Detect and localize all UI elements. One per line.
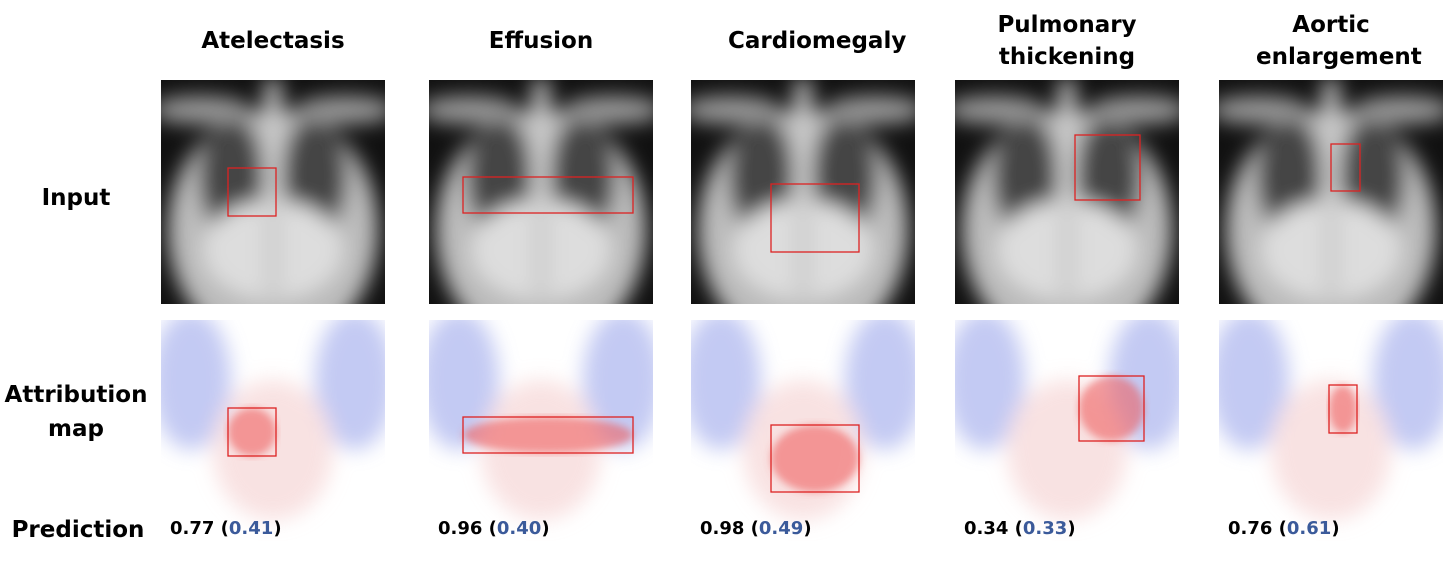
prediction: 0.34 (0.33): [964, 518, 1076, 539]
column-title: Effusion: [429, 6, 653, 76]
column-title: Aortic enlargement: [1219, 6, 1443, 76]
prediction-reference: 0.61: [1286, 518, 1332, 539]
row-label: Attribution map: [4, 382, 148, 442]
prediction: 0.77 (0.41): [170, 518, 282, 539]
prediction: 0.98 (0.49): [700, 518, 812, 539]
xray-image: [1219, 80, 1443, 304]
column-title: Pulmonary thickening: [955, 6, 1179, 76]
bounding-box: [227, 167, 277, 217]
attribution-map: [1219, 320, 1443, 545]
bounding-box: [1078, 375, 1145, 442]
bounding-box: [462, 176, 634, 214]
attribution-map: [955, 320, 1179, 545]
xray-image: [955, 80, 1179, 304]
prediction-reference: 0.33: [1022, 518, 1068, 539]
prediction-close: ): [1331, 518, 1340, 539]
prediction-close: ): [803, 518, 812, 539]
column-title-text: Atelectasis: [201, 28, 345, 54]
bounding-box: [462, 416, 634, 454]
column-title-text: Pulmonary thickening: [997, 12, 1137, 70]
column-title-text: Cardiomegaly: [728, 28, 907, 54]
prediction-close: ): [273, 518, 282, 539]
attribution-map: [691, 320, 915, 545]
row-label: Prediction: [11, 517, 145, 543]
prediction-close: ): [1067, 518, 1076, 539]
bounding-box: [770, 183, 860, 253]
column-title: Atelectasis: [161, 6, 385, 76]
bounding-box: [1328, 384, 1358, 434]
column-title-text: Effusion: [488, 28, 594, 54]
prediction: 0.96 (0.40): [438, 518, 550, 539]
prediction-score: 0.96 (: [438, 518, 497, 539]
bounding-box: [1074, 134, 1141, 201]
attribution-map: [429, 320, 653, 545]
prediction-reference: 0.40: [496, 518, 542, 539]
column-title-text: Aortic enlargement: [1256, 12, 1422, 70]
prediction-score: 0.34 (: [964, 518, 1023, 539]
prediction-close: ): [541, 518, 550, 539]
row-label: Input: [41, 185, 111, 211]
xray-image: [429, 80, 653, 304]
bounding-box: [227, 407, 277, 457]
prediction: 0.76 (0.61): [1228, 518, 1340, 539]
prediction-score: 0.77 (: [170, 518, 229, 539]
attribution-map: [161, 320, 385, 545]
prediction-reference: 0.49: [758, 518, 804, 539]
prediction-score: 0.98 (: [700, 518, 759, 539]
xray-image: [161, 80, 385, 304]
column-title: Cardiomegaly: [691, 6, 915, 76]
prediction-reference: 0.41: [228, 518, 274, 539]
xray-image: [691, 80, 915, 304]
prediction-score: 0.76 (: [1228, 518, 1287, 539]
bounding-box: [770, 424, 860, 493]
bounding-box: [1330, 143, 1361, 192]
